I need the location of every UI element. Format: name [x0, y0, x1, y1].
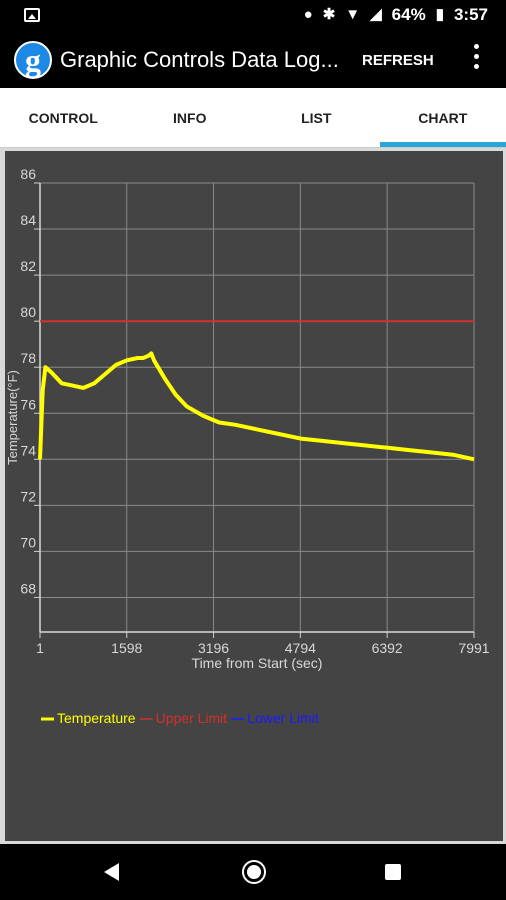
- series-temperature-line: [38, 351, 475, 462]
- battery-icon: ▮: [435, 6, 444, 23]
- navigation-bar: [0, 844, 506, 900]
- legend-label-temperature: Temperature: [57, 710, 136, 726]
- y-tick-label: 86: [20, 166, 36, 182]
- app-logo-icon: g: [14, 41, 52, 79]
- y-tick-label: 80: [20, 304, 36, 320]
- y-axis-label: Temperature(°F): [5, 370, 20, 465]
- app-title: Graphic Controls Data Log...: [60, 47, 339, 72]
- wifi-icon: ▼: [345, 6, 361, 23]
- tab-bar: CONTROL INFO LIST CHART: [0, 88, 506, 148]
- x-tick-label: 4794: [285, 640, 316, 656]
- legend-label-upper-limit: Upper Limit: [156, 710, 228, 726]
- y-tick-label: 82: [20, 258, 36, 274]
- app-bar: g Graphic Controls Data Log... REFRESH: [0, 32, 506, 88]
- status-bar: ● ✱ ▼ ◢ 64% ▮ 3:57: [0, 0, 506, 32]
- x-tick-label: 3196: [198, 640, 229, 656]
- y-tick-label: 74: [20, 442, 36, 458]
- tab-chart[interactable]: CHART: [379, 88, 506, 147]
- chart-panel: 68 70 72 74 76 78 80 82 84 86 1 1598 3196 4794 6392 799…: [5, 151, 503, 841]
- y-tick-label: 72: [20, 488, 36, 504]
- battery-percent: 64%: [391, 5, 426, 24]
- x-axis-label: Time from Start (sec): [192, 655, 323, 671]
- back-icon[interactable]: [104, 863, 119, 881]
- tab-list[interactable]: LIST: [301, 109, 332, 126]
- y-tick-label: 68: [20, 580, 36, 596]
- clock: 3:57: [453, 5, 488, 24]
- overflow-menu-icon[interactable]: [474, 44, 480, 69]
- y-tick-label: 76: [20, 396, 36, 412]
- y-tick-label: 84: [20, 212, 36, 228]
- recents-icon[interactable]: [385, 864, 401, 880]
- content-area: 68 70 72 74 76 78 80 82 84 86 1 1598 3196 4794 6392 799…: [0, 148, 506, 844]
- x-tick-label: 7991: [458, 640, 489, 656]
- location-icon: ●: [303, 6, 313, 23]
- y-tick-label: 78: [20, 350, 36, 366]
- x-tick-label: 1598: [111, 640, 142, 656]
- legend-label-lower-limit: Lower Limit: [247, 710, 319, 726]
- tab-control[interactable]: CONTROL: [28, 109, 98, 126]
- x-tick-label: 6392: [372, 640, 403, 656]
- image-icon: [24, 8, 40, 22]
- tab-info[interactable]: INFO: [173, 109, 207, 126]
- x-tick-label: 1: [36, 640, 44, 656]
- bluetooth-icon: ✱: [322, 6, 336, 23]
- status-icons: ● ✱ ▼ ◢ 64% ▮ 3:57: [304, 5, 488, 25]
- y-tick-label: 70: [20, 534, 36, 550]
- home-icon[interactable]: [242, 860, 266, 884]
- signal-icon: ◢: [370, 6, 382, 23]
- refresh-button[interactable]: REFRESH: [362, 52, 434, 69]
- temperature-chart: 68 70 72 74 76 78 80 82 84 86 1 1598 3196 4794 6392 799…: [5, 166, 490, 726]
